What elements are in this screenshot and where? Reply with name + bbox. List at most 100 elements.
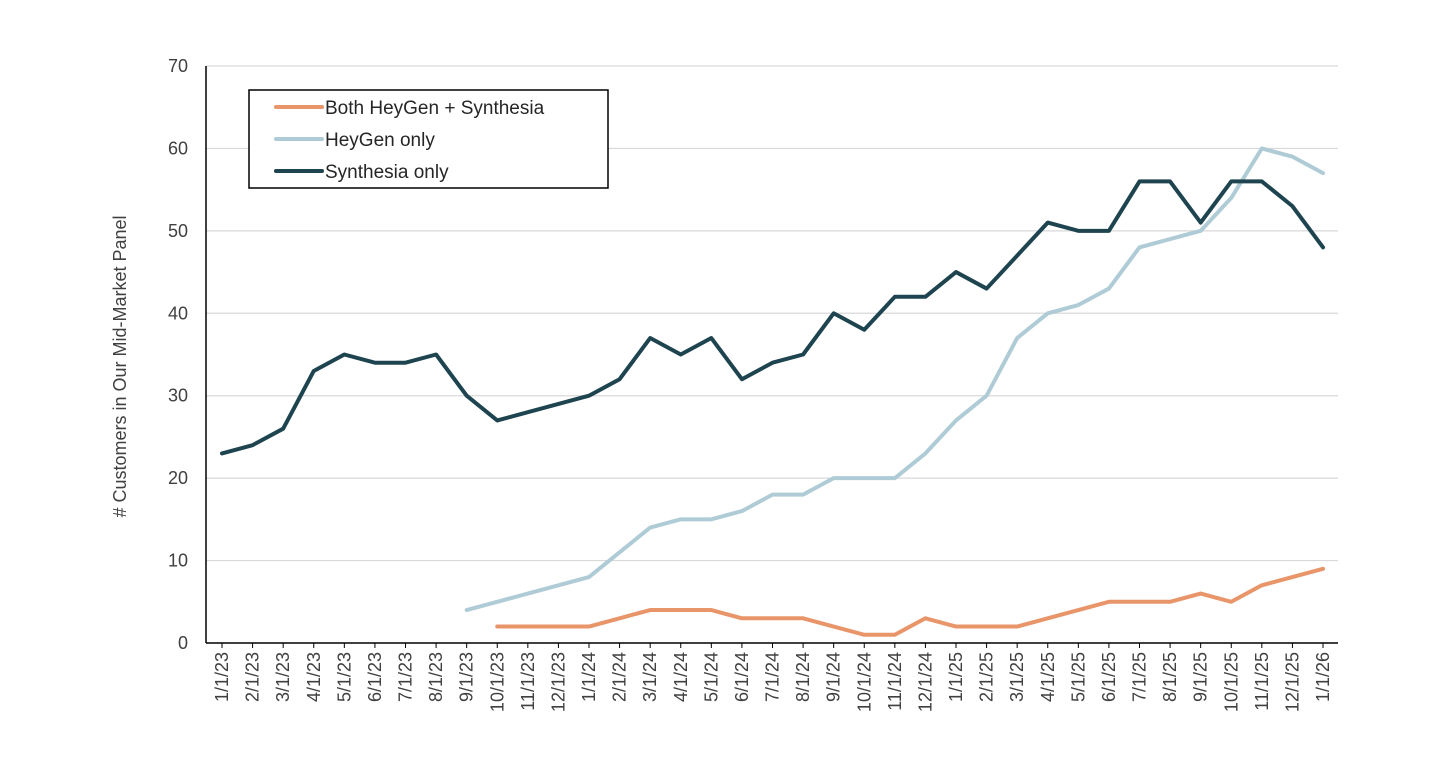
data-point bbox=[526, 592, 530, 596]
data-point bbox=[679, 608, 683, 612]
x-tick-label: 9/1/24 bbox=[824, 652, 844, 702]
data-point bbox=[1168, 237, 1172, 241]
data-point bbox=[618, 377, 622, 381]
data-point bbox=[832, 625, 836, 629]
data-point bbox=[709, 608, 713, 612]
y-axis-label: # Customers in Our Mid-Market Panel bbox=[110, 215, 130, 517]
data-point bbox=[495, 625, 499, 629]
data-point bbox=[434, 353, 438, 356]
data-point bbox=[1076, 229, 1080, 233]
data-point bbox=[526, 625, 530, 629]
data-point bbox=[1015, 254, 1019, 258]
series-line-0 bbox=[495, 566, 1325, 637]
x-tick-label: 8/1/24 bbox=[793, 652, 813, 702]
x-tick-label: 1/1/26 bbox=[1313, 652, 1333, 702]
data-point bbox=[587, 625, 591, 629]
y-tick-label: 40 bbox=[168, 303, 188, 323]
data-point bbox=[985, 287, 989, 291]
y-axis-ticks: 0 10 20 30 40 50 60 70 bbox=[168, 56, 188, 653]
y-tick-label: 20 bbox=[168, 468, 188, 488]
data-point bbox=[526, 410, 530, 414]
x-tick-label: 12/1/23 bbox=[548, 652, 568, 712]
x-tick-label: 12/1/25 bbox=[1282, 652, 1302, 712]
data-point bbox=[556, 402, 560, 406]
data-point bbox=[1046, 221, 1050, 225]
data-point bbox=[587, 394, 591, 398]
data-point bbox=[648, 608, 652, 612]
data-point bbox=[1107, 229, 1111, 233]
data-point bbox=[985, 625, 989, 629]
data-point bbox=[1199, 221, 1203, 225]
data-point bbox=[1260, 146, 1264, 150]
x-axis-ticks: 1/1/23 2/1/23 3/1/23 4/1/23 5/1/23 6/1/23 7/1/… bbox=[212, 643, 1333, 712]
x-tick-label: 11/1/25 bbox=[1252, 652, 1272, 711]
data-point bbox=[1290, 575, 1294, 579]
data-point bbox=[1290, 155, 1294, 159]
series-lines bbox=[220, 146, 1325, 637]
data-point bbox=[1321, 171, 1325, 175]
data-point bbox=[220, 451, 224, 455]
data-point bbox=[709, 517, 713, 521]
x-tick-label: 6/1/23 bbox=[365, 652, 385, 702]
data-point bbox=[832, 476, 836, 480]
data-point bbox=[1107, 600, 1111, 604]
data-point bbox=[618, 550, 622, 554]
data-point bbox=[495, 600, 499, 604]
y-tick-label: 0 bbox=[178, 633, 188, 653]
x-tick-label: 4/1/25 bbox=[1038, 652, 1058, 702]
x-tick-label: 5/1/25 bbox=[1068, 652, 1088, 702]
data-point bbox=[373, 361, 377, 365]
legend-label: HeyGen only bbox=[325, 130, 435, 151]
x-tick-label: 2/1/23 bbox=[243, 652, 263, 702]
data-point bbox=[1015, 336, 1019, 340]
data-point bbox=[342, 353, 346, 356]
x-tick-label: 4/1/24 bbox=[671, 652, 691, 702]
x-tick-label: 5/1/23 bbox=[334, 652, 354, 702]
data-point bbox=[1076, 608, 1080, 612]
y-tick-label: 70 bbox=[168, 56, 188, 76]
x-tick-label: 8/1/25 bbox=[1160, 652, 1180, 702]
data-point bbox=[1229, 179, 1233, 183]
x-tick-label: 7/1/23 bbox=[396, 652, 416, 702]
x-tick-label: 3/1/24 bbox=[640, 652, 660, 702]
data-point bbox=[679, 353, 683, 356]
data-point bbox=[985, 394, 989, 398]
x-tick-label: 6/1/24 bbox=[732, 652, 752, 702]
legend: Both HeyGen + Synthesia HeyGen only Synthe… bbox=[248, 89, 609, 189]
data-point bbox=[1168, 600, 1172, 604]
x-tick-label: 1/1/24 bbox=[579, 652, 599, 702]
data-point bbox=[1229, 196, 1233, 200]
x-tick-label: 2/1/24 bbox=[610, 652, 630, 702]
data-point bbox=[587, 575, 591, 579]
data-point bbox=[740, 616, 744, 620]
data-point bbox=[465, 608, 469, 612]
data-point bbox=[1107, 287, 1111, 291]
y-tick-label: 10 bbox=[168, 551, 188, 571]
x-tick-label: 3/1/25 bbox=[1007, 652, 1027, 702]
data-point bbox=[1046, 311, 1050, 315]
data-point bbox=[1199, 229, 1203, 233]
data-point bbox=[495, 418, 499, 422]
x-tick-label: 9/1/23 bbox=[457, 652, 477, 702]
data-point bbox=[1290, 204, 1294, 208]
x-tick-label: 10/1/24 bbox=[854, 652, 874, 712]
data-point bbox=[1168, 179, 1172, 183]
data-point bbox=[1199, 592, 1203, 596]
data-point bbox=[312, 369, 316, 373]
data-point bbox=[618, 616, 622, 620]
x-tick-label: 11/1/24 bbox=[885, 652, 905, 711]
data-point bbox=[1260, 179, 1264, 183]
x-tick-label: 9/1/25 bbox=[1191, 652, 1211, 702]
data-point bbox=[1321, 567, 1325, 571]
data-point bbox=[771, 493, 774, 497]
data-point bbox=[556, 625, 560, 629]
y-tick-label: 50 bbox=[168, 221, 188, 241]
data-point bbox=[1260, 583, 1264, 587]
data-point bbox=[281, 427, 285, 431]
data-point bbox=[648, 526, 652, 530]
data-point bbox=[1138, 245, 1141, 249]
data-point bbox=[954, 418, 958, 422]
data-point bbox=[862, 328, 866, 332]
data-point bbox=[740, 377, 744, 381]
data-point bbox=[1229, 600, 1233, 604]
